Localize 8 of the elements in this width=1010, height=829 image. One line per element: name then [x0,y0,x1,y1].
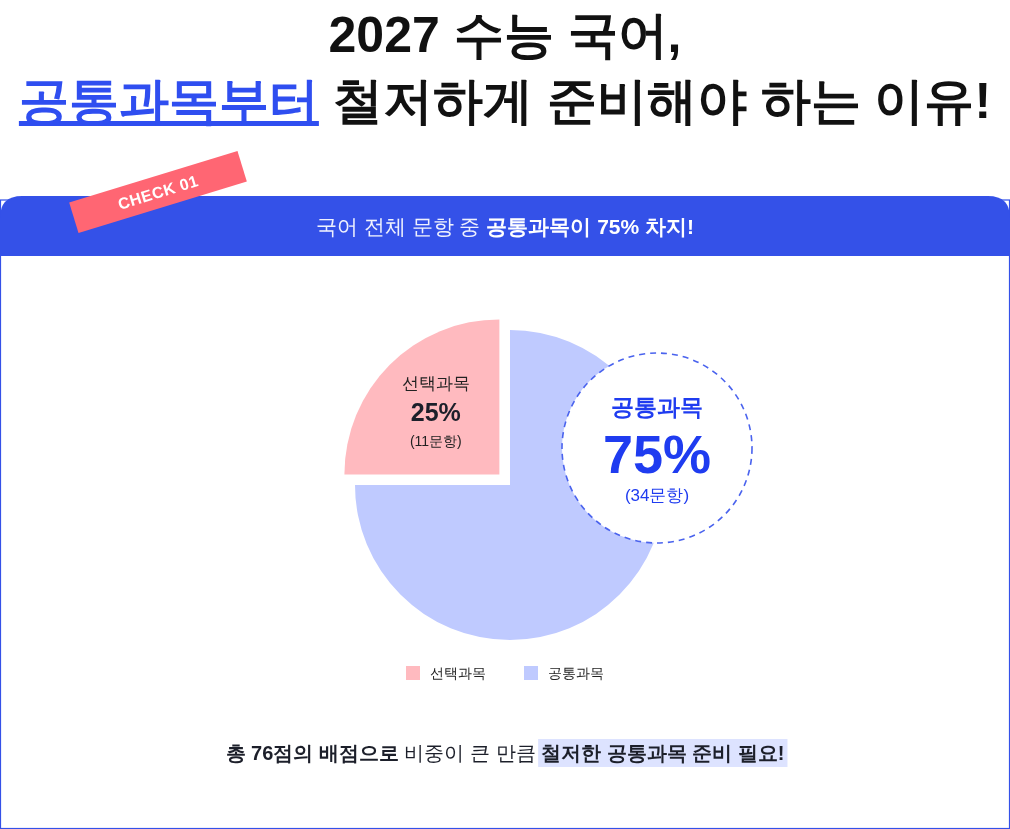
legend-label: 공통과목 [548,665,604,681]
text: CHECK 01 [115,172,201,213]
text: 총 76점의 배점으로 비중이 큰 만큼 철저한 공통과목 준비 필요! [225,742,785,764]
title: 2027 수능 국어, 공통과목부터 철저하게 준비해야 하는 이유! [18,7,992,129]
chart-subtitle: 국어 전체 문항 중 공통과목이 75% 차지! [315,215,695,238]
data-label: 75% [602,424,712,484]
slice-label: 공통과목 [611,394,703,420]
legend-label: 선택과목 [430,665,486,681]
